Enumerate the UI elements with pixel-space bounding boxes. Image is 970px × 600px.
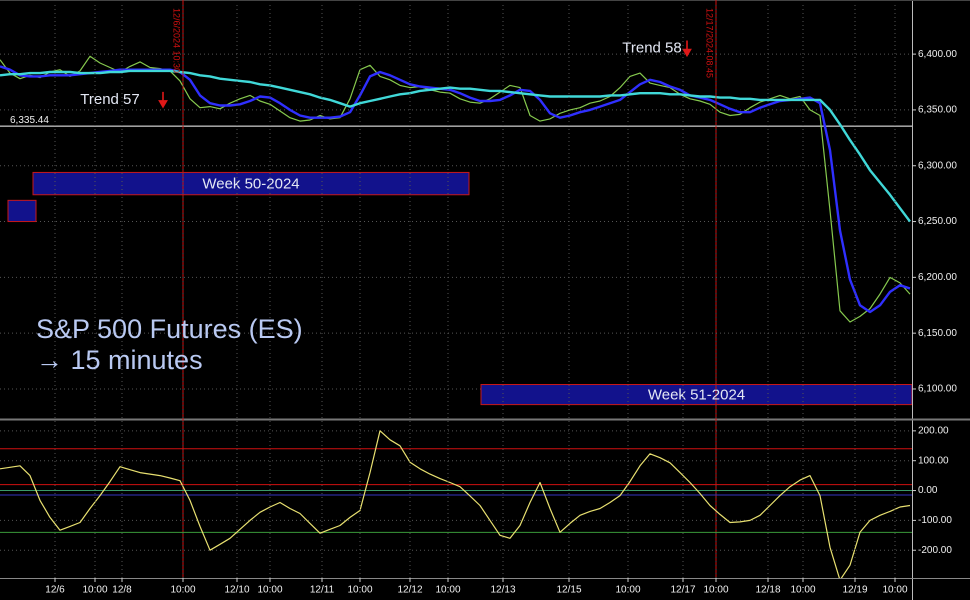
annotation: Trend 58 [622,40,681,57]
y-tick-label: 6,150.00 [918,328,957,339]
week-box [7,199,37,223]
series-line [0,55,911,323]
y-tick-label: 200.00 [918,425,949,436]
annotation: Trend 57 [80,91,139,108]
x-tick-label: 10:00 [257,585,282,596]
reference-label: 6,335.44 [10,115,49,126]
week-label: Week 51-2024 [648,387,745,404]
week-label: Week 50-2024 [202,176,299,193]
series-line [0,65,911,314]
x-tick-label: 12/17 [670,585,695,596]
y-tick-label: -200.00 [918,545,952,556]
x-tick-label: 10:00 [435,585,460,596]
x-tick-label: 12/18 [755,585,780,596]
axis-panel [912,0,970,600]
y-tick-label: 6,400.00 [918,49,957,60]
y-tick-label: -100.00 [918,515,952,526]
x-tick-label: 12/8 [112,585,132,596]
chart-title: S&P 500 Futures (ES) [36,314,303,344]
annotation-arrow [158,91,168,109]
x-tick-label: 12/13 [490,585,515,596]
x-tick-label: 12/11 [310,585,335,596]
y-tick-label: 6,250.00 [918,216,957,227]
annotation-arrow [682,40,692,58]
x-tick-label: 12/12 [397,585,422,596]
x-tick-label: 10:00 [790,585,815,596]
x-tick-label: 10:00 [347,585,372,596]
x-tick-label: 10:00 [170,585,195,596]
x-tick-label: 10:00 [703,585,728,596]
y-tick-label: 100.00 [918,455,949,466]
x-tick-label: 12/6 [45,585,65,596]
panel [0,430,912,578]
y-tick-label: 6,350.00 [918,105,957,116]
x-tick-label: 10:00 [882,585,907,596]
x-tick-label: 10:00 [82,585,107,596]
time-marker-label: 12/6/2024 10:30 [172,8,182,73]
x-tick-label: 10:00 [615,585,640,596]
x-tick-label: 12/19 [842,585,867,596]
x-tick-label: 12/15 [556,585,581,596]
y-tick-label: 6,200.00 [918,272,957,283]
week-box [480,384,912,406]
series-line [0,69,911,223]
y-tick-label: 6,100.00 [918,384,957,395]
chart-subtitle: → 15 minutes [36,345,203,375]
y-tick-label: 0.00 [918,485,938,496]
y-tick-label: 6,300.00 [918,160,957,171]
time-marker-label: 12/17/2024 08:45 [705,8,715,78]
x-tick-label: 12/10 [224,585,249,596]
series-line [0,430,911,578]
